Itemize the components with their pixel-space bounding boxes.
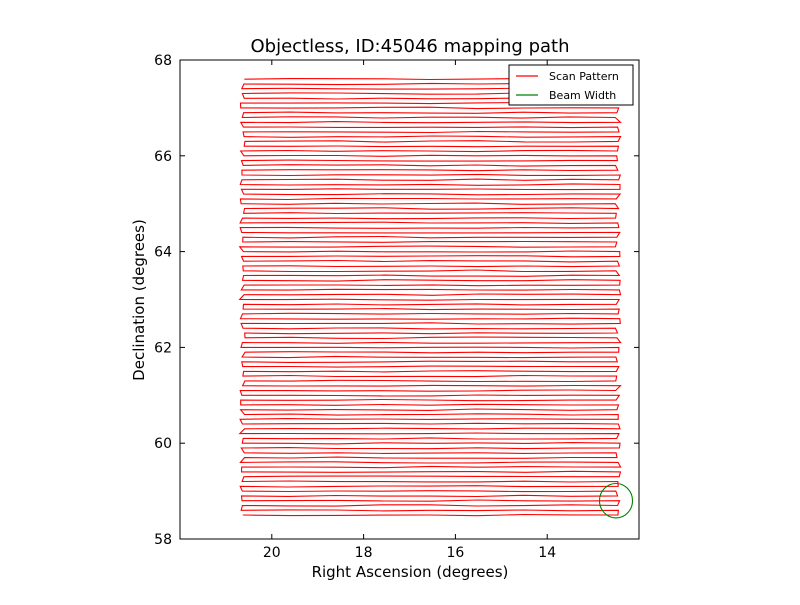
x-tick-label: 16 xyxy=(446,545,464,561)
x-tick-label: 20 xyxy=(263,545,281,561)
legend-label-scan-pattern: Scan Pattern xyxy=(549,70,619,83)
y-tick-label: 66 xyxy=(154,149,172,165)
chart-title: Objectless, ID:45046 mapping path xyxy=(250,36,569,57)
axis-ticks: 20 18 16 14 58 60 62 64 66 68 xyxy=(154,53,639,561)
legend-box xyxy=(508,64,634,106)
x-tick-label: 14 xyxy=(538,545,556,561)
y-axis-label: Declination (degrees) xyxy=(130,219,148,381)
y-tick-label: 64 xyxy=(154,245,172,261)
y-tick-label: 58 xyxy=(154,532,172,548)
plot-area xyxy=(238,77,634,519)
legend-label-beam-width: Beam Width xyxy=(549,89,616,102)
y-tick-label: 60 xyxy=(154,436,172,452)
plot-frame xyxy=(179,59,640,540)
scan-pattern-path xyxy=(238,77,622,517)
y-tick-label: 62 xyxy=(154,340,172,356)
x-tick-label: 18 xyxy=(355,545,373,561)
legend: Scan Pattern Beam Width xyxy=(508,64,634,106)
y-tick-label: 68 xyxy=(154,53,172,69)
x-axis-label: Right Ascension (degrees) xyxy=(312,563,509,581)
beam-width-circle xyxy=(598,482,634,519)
